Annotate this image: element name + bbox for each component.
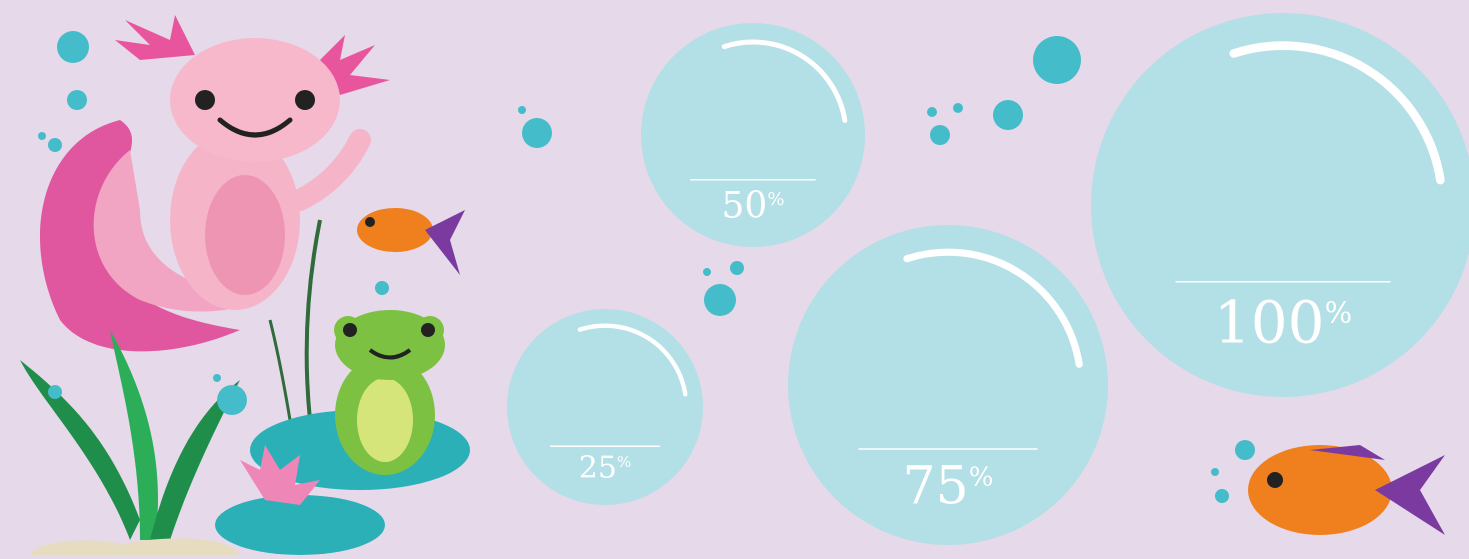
percent-label: 25% [579,451,631,486]
percent-unit: % [969,462,994,492]
frog [334,310,445,475]
bubble [641,23,865,247]
bubble-highlight [1229,41,1445,185]
bubble [1091,13,1469,397]
bubble [507,309,703,505]
percent-bubbles: 50%25% 75%100% [507,13,1469,545]
percent-unit: % [1325,295,1353,329]
percent-number: 75 [903,457,969,517]
small-bubbles [38,31,1255,503]
percent-label: 50% [722,186,785,227]
percent-label: 75% [903,457,994,517]
fish-large [1248,445,1445,535]
percent-number: 25 [579,451,617,486]
bubble [788,225,1108,545]
plants [20,219,322,555]
percent-number: 50 [722,186,768,227]
axolotl [40,15,390,352]
bubble-highlight [903,248,1083,368]
percent-unit: % [617,453,631,471]
bubble-highlight [577,323,688,397]
percent-unit: % [767,189,784,210]
fish-small [357,208,465,275]
bubble-highlight [721,39,848,123]
percent-label: 100% [1214,289,1352,357]
percent-number: 100 [1214,289,1325,357]
